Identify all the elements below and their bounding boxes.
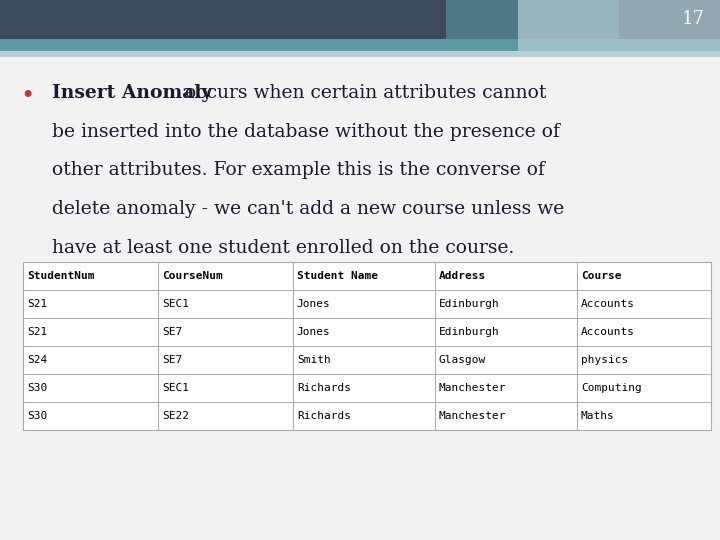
Text: 17: 17	[681, 10, 704, 29]
Text: S21: S21	[27, 327, 48, 337]
Text: •: •	[21, 86, 34, 105]
Text: Edinburgh: Edinburgh	[439, 327, 500, 337]
Text: SE7: SE7	[162, 355, 182, 365]
Bar	[0, 39, 720, 51]
Text: Insert Anomaly: Insert Anomaly	[0, 539, 1, 540]
Text: occurs when certain attributes cannot: occurs when certain attributes cannot	[179, 84, 546, 102]
Text: Accounts: Accounts	[581, 299, 635, 309]
Text: Course: Course	[581, 271, 621, 281]
Text: StudentNum: StudentNum	[27, 271, 95, 281]
Bar	[518, 0, 720, 51]
Text: Manchester: Manchester	[439, 383, 506, 393]
Text: CourseNum: CourseNum	[162, 271, 223, 281]
Text: Edinburgh: Edinburgh	[439, 299, 500, 309]
Text: Address: Address	[439, 271, 486, 281]
Text: Computing: Computing	[581, 383, 642, 393]
Text: Glasgow: Glasgow	[439, 355, 486, 365]
Bar	[0, 51, 720, 57]
Text: S24: S24	[27, 355, 48, 365]
Bar	[23, 262, 711, 430]
Text: Richards: Richards	[297, 411, 351, 421]
Text: Smith: Smith	[297, 355, 330, 365]
Bar	[0, 0, 720, 39]
Text: physics: physics	[581, 355, 628, 365]
Text: Richards: Richards	[297, 383, 351, 393]
Text: S21: S21	[27, 299, 48, 309]
Bar	[446, 0, 619, 39]
Text: delete anomaly - we can't add a new course unless we: delete anomaly - we can't add a new cour…	[52, 200, 564, 218]
Text: have at least one student enrolled on the course.: have at least one student enrolled on th…	[52, 239, 514, 257]
Text: Jones: Jones	[297, 327, 330, 337]
Text: S30: S30	[27, 411, 48, 421]
Text: be inserted into the database without the presence of: be inserted into the database without th…	[52, 123, 559, 140]
Text: other attributes. For example this is the converse of: other attributes. For example this is th…	[52, 161, 545, 179]
Text: S30: S30	[27, 383, 48, 393]
Text: Accounts: Accounts	[581, 327, 635, 337]
Text: SEC1: SEC1	[162, 383, 189, 393]
Text: SE7: SE7	[162, 327, 182, 337]
Text: SE22: SE22	[162, 411, 189, 421]
Text: Manchester: Manchester	[439, 411, 506, 421]
Text: SEC1: SEC1	[162, 299, 189, 309]
Text: Maths: Maths	[581, 411, 615, 421]
Text: Insert Anomaly: Insert Anomaly	[52, 84, 212, 102]
Text: Student Name: Student Name	[297, 271, 378, 281]
Text: Jones: Jones	[297, 299, 330, 309]
